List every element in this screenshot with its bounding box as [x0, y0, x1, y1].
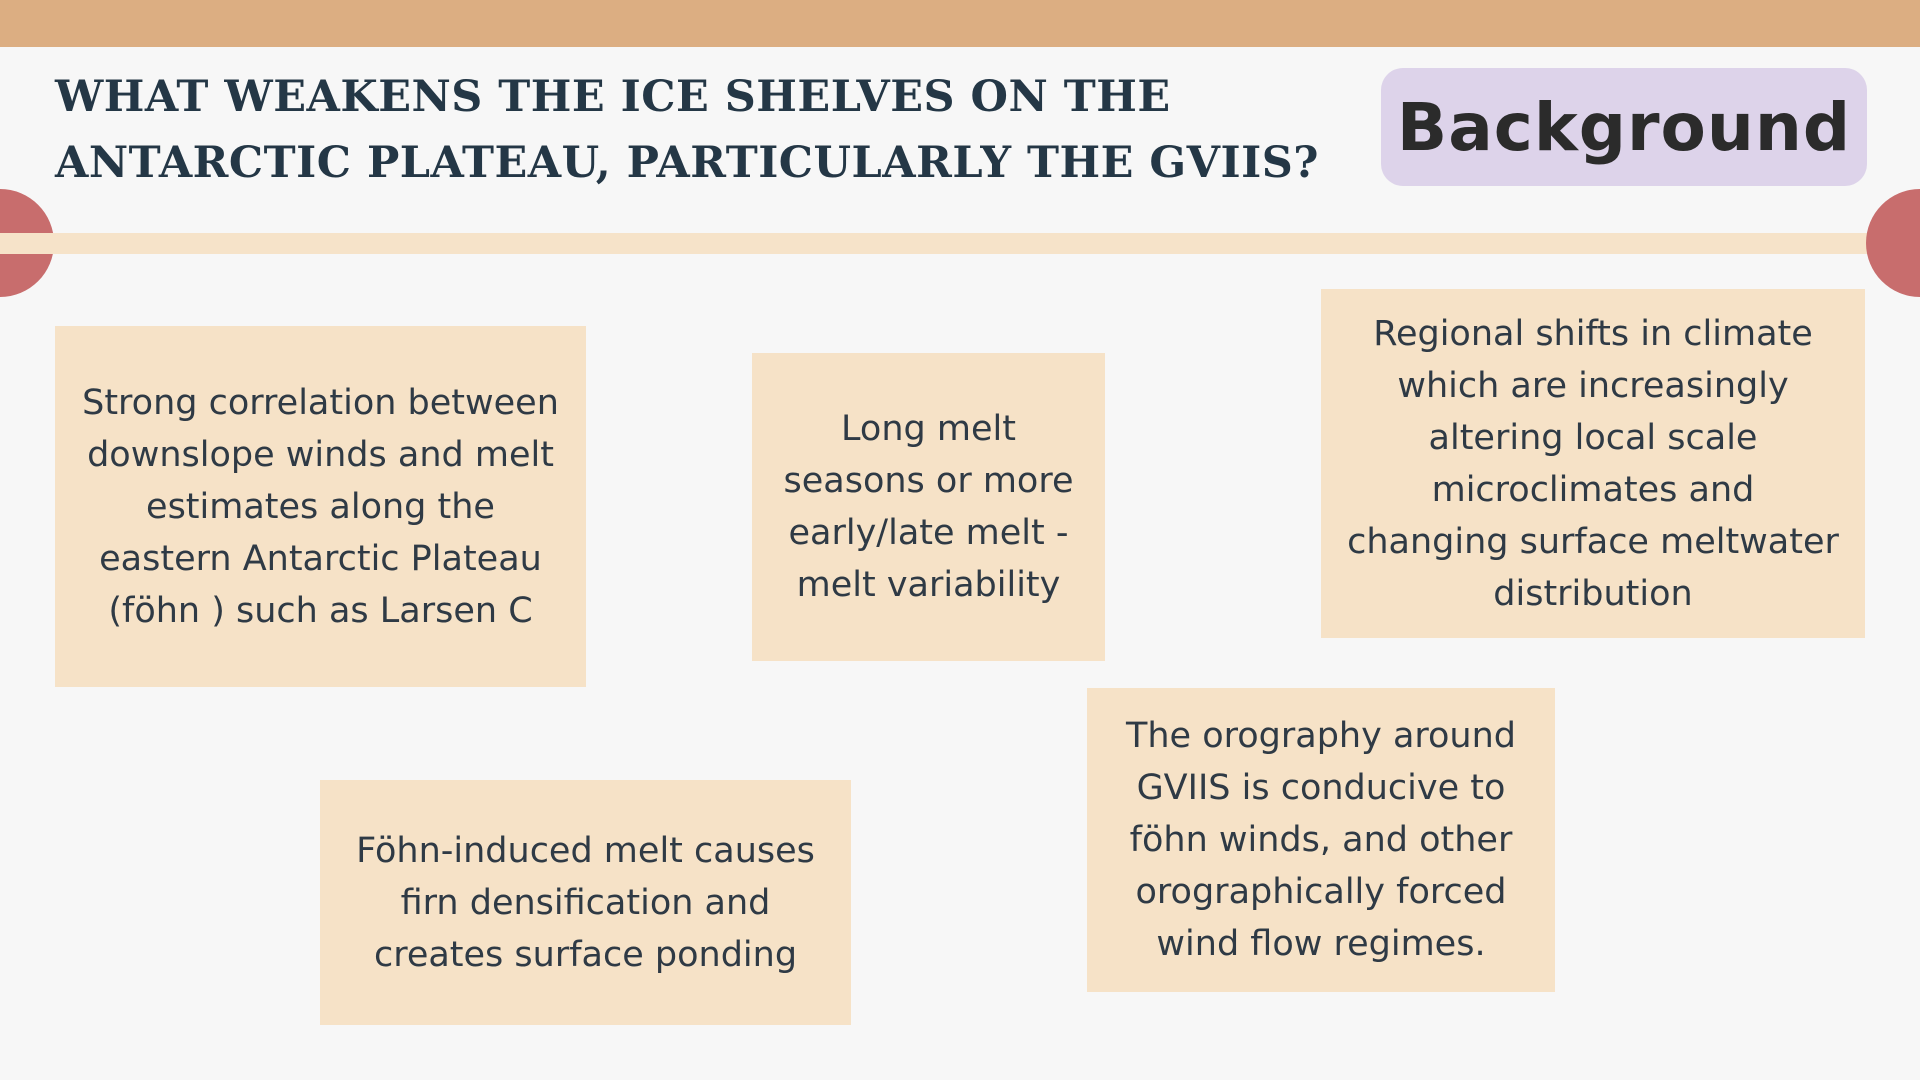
fact-card-regional-shifts: Regional shifts in climate which are inc… — [1321, 289, 1865, 638]
background-badge: Background — [1381, 68, 1867, 186]
top-accent-bar — [0, 0, 1920, 47]
fact-card-text: Long melt seasons or more early/late mel… — [783, 409, 1074, 605]
fact-card-text: Regional shifts in climate which are inc… — [1347, 313, 1839, 614]
slide-title: WHAT WEAKENS THE ICE SHELVES ON THE ANTA… — [55, 72, 1319, 188]
fact-card-downslope-winds: Strong correlation between downslope win… — [55, 326, 586, 687]
fact-card-text: The orography around GVIIS is conducive … — [1125, 716, 1517, 964]
fact-card-orography: The orography around GVIIS is conducive … — [1087, 688, 1555, 992]
fact-card-melt-seasons: Long melt seasons or more early/late mel… — [752, 353, 1105, 661]
fact-card-text: Föhn-induced melt causes firn densificat… — [356, 830, 815, 975]
right-decorative-dot — [1866, 189, 1920, 297]
fact-card-text: Strong correlation between downslope win… — [82, 382, 559, 631]
fact-card-firn-densification: Föhn-induced melt causes firn densificat… — [320, 780, 851, 1025]
title-divider — [0, 233, 1920, 254]
